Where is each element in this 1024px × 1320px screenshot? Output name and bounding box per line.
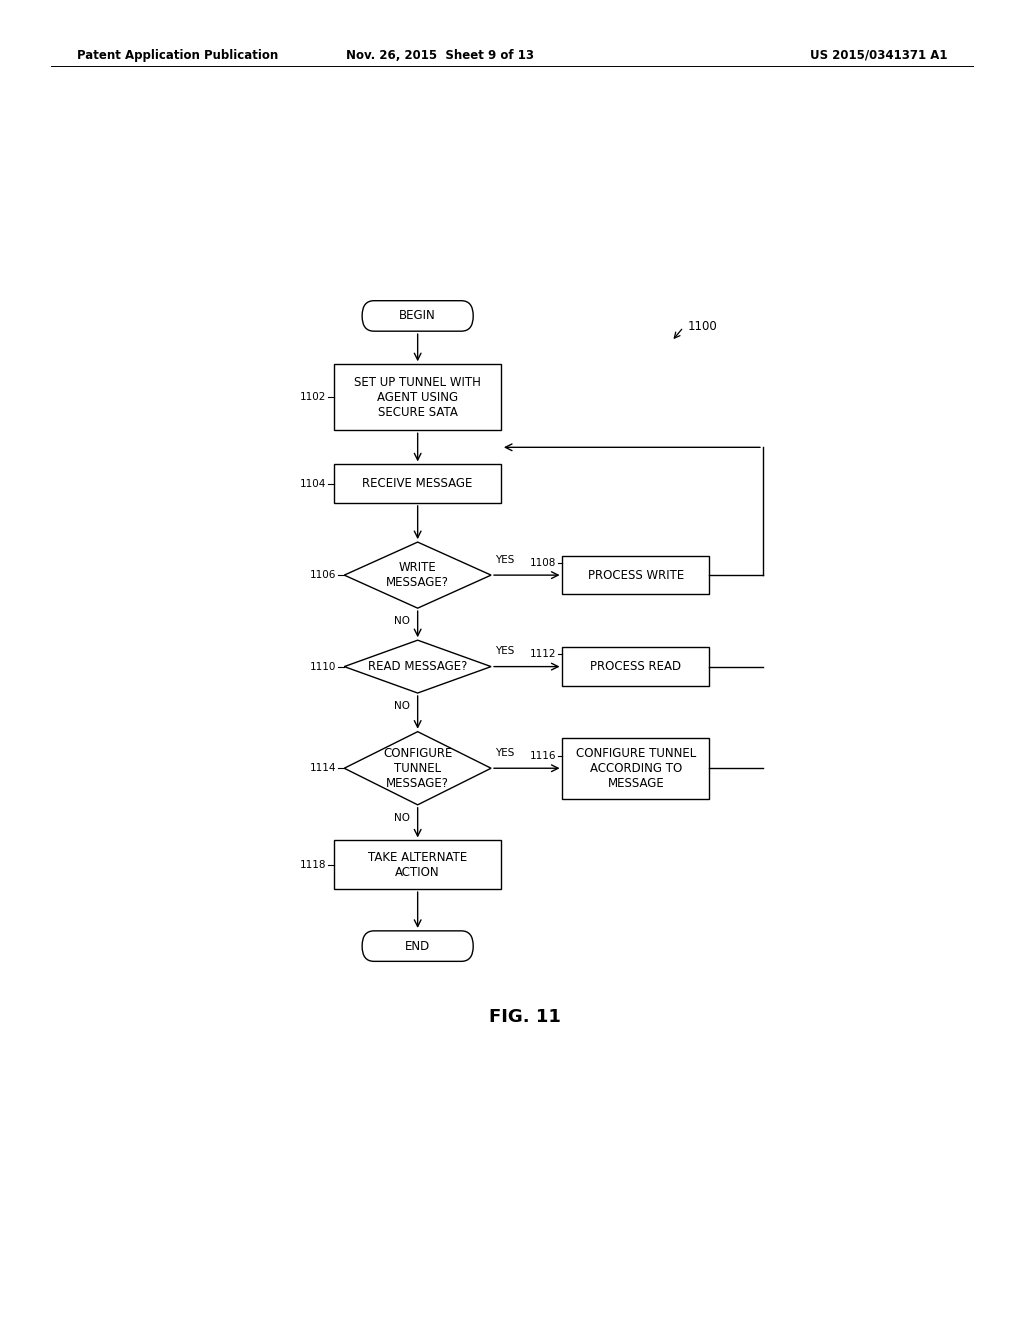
Text: 1112: 1112 [529, 649, 556, 660]
Text: 1110: 1110 [310, 661, 336, 672]
Text: NO: NO [394, 813, 410, 822]
Text: CONFIGURE TUNNEL
ACCORDING TO
MESSAGE: CONFIGURE TUNNEL ACCORDING TO MESSAGE [575, 747, 696, 789]
FancyBboxPatch shape [362, 301, 473, 331]
Text: 1116: 1116 [529, 751, 556, 762]
Text: YES: YES [495, 647, 514, 656]
Text: US 2015/0341371 A1: US 2015/0341371 A1 [810, 49, 947, 62]
Text: NO: NO [394, 616, 410, 626]
Text: PROCESS READ: PROCESS READ [591, 660, 681, 673]
Text: NO: NO [394, 701, 410, 711]
Text: 1102: 1102 [300, 392, 327, 403]
Bar [334, 465, 501, 503]
Text: 1108: 1108 [529, 558, 556, 568]
Text: 1114: 1114 [310, 763, 336, 774]
Text: TAKE ALTERNATE
ACTION: TAKE ALTERNATE ACTION [368, 851, 467, 879]
Text: BEGIN: BEGIN [399, 309, 436, 322]
Text: 1106: 1106 [310, 570, 336, 579]
Text: WRITE
MESSAGE?: WRITE MESSAGE? [386, 561, 450, 589]
FancyBboxPatch shape [362, 931, 473, 961]
Text: FIG. 11: FIG. 11 [488, 1008, 561, 1026]
Polygon shape [344, 731, 492, 805]
Bar [334, 841, 501, 890]
Text: 1104: 1104 [300, 479, 327, 488]
Bar [562, 647, 710, 686]
Bar [334, 364, 501, 430]
Text: CONFIGURE
TUNNEL
MESSAGE?: CONFIGURE TUNNEL MESSAGE? [383, 747, 453, 789]
Bar [562, 556, 710, 594]
Polygon shape [344, 543, 492, 609]
Polygon shape [344, 640, 492, 693]
Bar [562, 738, 710, 799]
Text: END: END [406, 940, 430, 953]
Text: PROCESS WRITE: PROCESS WRITE [588, 569, 684, 582]
Text: RECEIVE MESSAGE: RECEIVE MESSAGE [362, 477, 473, 490]
Text: 1100: 1100 [687, 319, 717, 333]
Text: Patent Application Publication: Patent Application Publication [77, 49, 279, 62]
Text: 1118: 1118 [300, 859, 327, 870]
Text: READ MESSAGE?: READ MESSAGE? [368, 660, 467, 673]
Text: SET UP TUNNEL WITH
AGENT USING
SECURE SATA: SET UP TUNNEL WITH AGENT USING SECURE SA… [354, 376, 481, 418]
Text: YES: YES [495, 748, 514, 758]
Text: Nov. 26, 2015  Sheet 9 of 13: Nov. 26, 2015 Sheet 9 of 13 [346, 49, 535, 62]
Text: YES: YES [495, 554, 514, 565]
